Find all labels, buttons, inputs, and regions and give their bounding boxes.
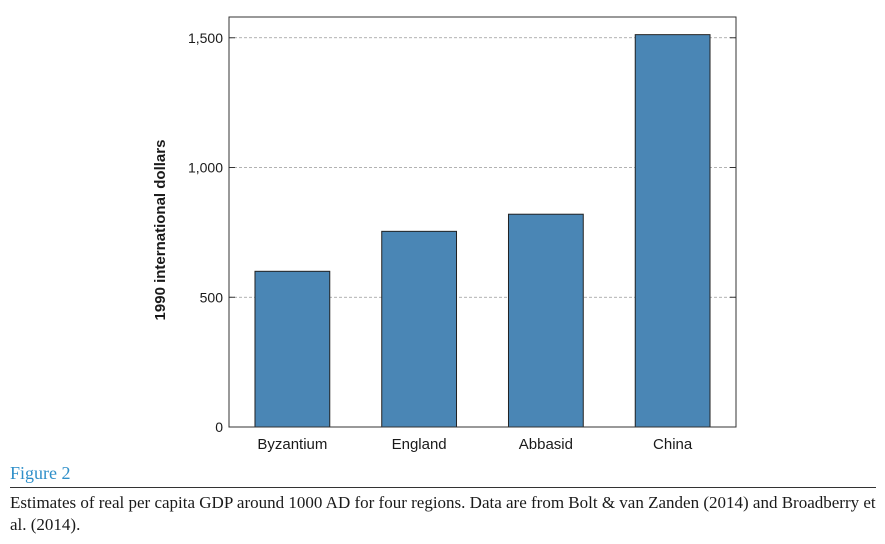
y-tick-label: 500 [200,289,224,305]
caption-divider [10,487,876,488]
figure-label: Figure 2 [10,463,71,483]
plot-frame [228,16,737,428]
bars [254,34,711,428]
y-tick-label: 1,500 [188,30,223,46]
bar-abbasid [507,213,584,428]
x-tick-label-abbasid: Abbasid [519,436,573,453]
bar-byzantium [254,270,331,428]
y-tick-label: 0 [215,419,223,435]
y-tick-label: 1,000 [188,160,223,176]
bar-chart: 0 500 1,000 1,500 Byzantium England Abbasid Ch… [152,16,737,453]
figure-caption: Estimates of real per capita GDP around … [10,493,876,534]
y-axis-ticks: 0 500 1,000 1,500 [188,30,736,435]
x-tick-label-china: China [653,436,693,453]
y-axis-label: 1990 international dollars [152,140,169,321]
x-tick-label-england: England [392,436,447,453]
x-axis-labels: Byzantium England Abbasid China [257,436,693,453]
x-tick-label-byzantium: Byzantium [257,436,327,453]
bar-china [634,34,711,428]
bar-england [381,230,458,428]
